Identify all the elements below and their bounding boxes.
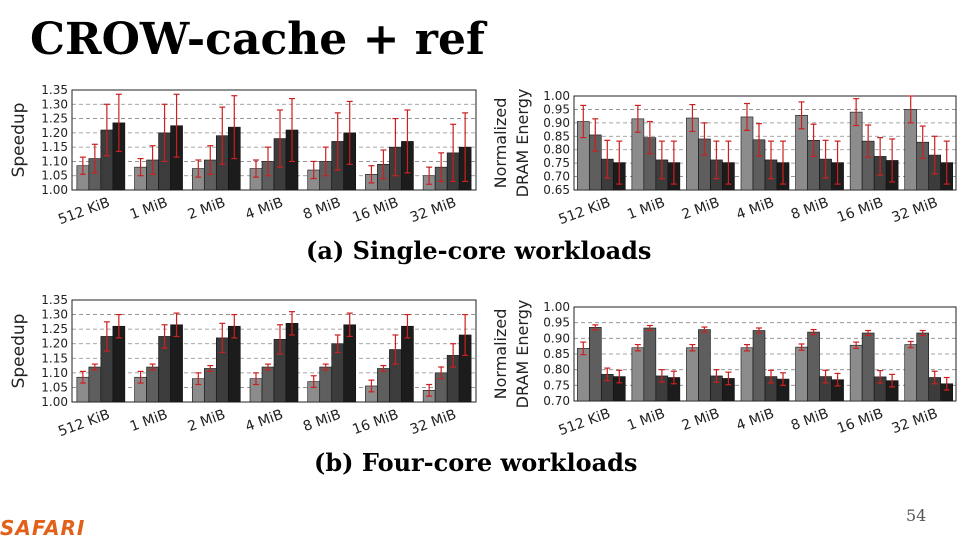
y-tick-label: 1.15 <box>41 351 68 365</box>
y-tick-label: 0.85 <box>543 347 570 361</box>
x-tick-label: 2 MiB <box>680 195 722 223</box>
y-tick-label: 0.80 <box>543 363 570 377</box>
x-tick-label: 2 MiB <box>186 195 228 223</box>
bar <box>203 368 217 403</box>
bar <box>643 327 657 402</box>
x-tick-label: 512 KiB <box>56 195 112 228</box>
y-tick-label: 0.90 <box>543 116 570 130</box>
x-tick-label: 1 MiB <box>625 406 667 434</box>
y-tick-label: 0.75 <box>543 156 570 170</box>
x-tick-label: 4 MiB <box>734 195 776 223</box>
x-tick-label: 8 MiB <box>301 195 343 223</box>
y-tick-label: 1.30 <box>41 97 68 111</box>
x-tick-label: 16 MiB <box>350 195 400 226</box>
y-tick-label: 1.10 <box>41 366 68 380</box>
x-tick-label: 32 MiB <box>890 195 940 226</box>
bar <box>88 366 102 403</box>
y-axis-label: Normalized <box>491 98 510 189</box>
y-tick-label: 0.70 <box>543 170 570 184</box>
y-tick-label: 1.05 <box>41 380 68 394</box>
y-tick-label: 1.25 <box>41 322 68 336</box>
y-tick-label: 1.00 <box>543 300 570 314</box>
y-tick-label: 1.25 <box>41 112 68 126</box>
safari-logo: SAFARI <box>0 516 86 540</box>
x-tick-label: 1 MiB <box>128 195 170 223</box>
bar <box>261 366 275 403</box>
four-core-energy-chart: 0.70 0.750.80 0.85 0.900.95 1.00 512 KiB 1 MiB… <box>491 300 957 439</box>
x-tick-label: 512 KiB <box>56 407 112 440</box>
x-tick-label: 16 MiB <box>835 406 885 437</box>
y-tick-label: 1.05 <box>41 169 68 183</box>
bar <box>740 347 754 402</box>
x-tick-label: 8 MiB <box>789 406 831 434</box>
y-axis-label: DRAM Energy <box>513 300 532 409</box>
bar <box>904 344 918 402</box>
y-axis-label: DRAM Energy <box>513 89 532 198</box>
y-tick-label: 1.20 <box>41 337 68 351</box>
y-axis-label: Normalized <box>491 309 510 400</box>
y-tick-label: 0.95 <box>543 102 570 116</box>
y-tick-label: 1.15 <box>41 140 68 154</box>
y-tick-label: 1.20 <box>41 126 68 140</box>
bar <box>916 332 930 402</box>
bar <box>576 348 590 402</box>
x-tick-label: 4 MiB <box>734 406 776 434</box>
x-tick-label: 8 MiB <box>301 407 343 435</box>
single-core-speedup-chart: 1.001.051.101.151.201.251.301.35 512 KiB 1… <box>9 83 477 228</box>
y-tick-label: 0.80 <box>543 143 570 157</box>
x-tick-label: 32 MiB <box>408 195 458 226</box>
caption-four-core: (b) Four-core workloads <box>314 448 638 477</box>
bar <box>686 347 699 402</box>
x-tick-label: 1 MiB <box>128 407 170 435</box>
x-tick-label: 4 MiB <box>243 195 285 223</box>
y-tick-label: 0.65 <box>543 183 570 197</box>
bar <box>698 329 711 402</box>
y-axis-label: Speedup <box>9 314 29 389</box>
y-tick-label: 0.75 <box>543 378 570 392</box>
y-tick-label: 0.85 <box>543 129 570 143</box>
y-tick-label: 1.35 <box>41 293 68 307</box>
bar <box>752 330 766 402</box>
x-tick-label: 16 MiB <box>350 407 400 438</box>
y-tick-label: 1.00 <box>543 89 570 103</box>
bar <box>588 327 602 402</box>
y-tick-label: 1.00 <box>41 183 68 197</box>
x-tick-label: 1 MiB <box>625 195 667 223</box>
bar <box>807 331 820 402</box>
bar <box>319 366 333 403</box>
y-tick-label: 1.00 <box>41 395 68 409</box>
x-tick-label: 32 MiB <box>408 407 458 438</box>
single-core-energy-chart: 0.650.700.750.800.850.900.951.00 512 KiB 1… <box>491 89 957 228</box>
slide-title: CROW-cache + ref <box>30 14 485 65</box>
page-number: 54 <box>906 506 927 525</box>
four-core-speedup-chart: 1.001.051.101.151.201.251.301.35 512 KiB 1… <box>9 293 477 440</box>
x-tick-label: 8 MiB <box>789 195 831 223</box>
bar <box>377 368 390 403</box>
bar <box>861 332 875 402</box>
x-tick-label: 512 KiB <box>557 406 613 439</box>
x-tick-label: 2 MiB <box>186 407 228 435</box>
caption-single-core: (a) Single-core workloads <box>306 236 652 265</box>
x-tick-label: 16 MiB <box>835 195 885 226</box>
bar <box>146 366 159 403</box>
bar <box>795 346 808 402</box>
y-tick-label: 1.10 <box>41 154 68 168</box>
x-tick-label: 2 MiB <box>680 406 722 434</box>
x-tick-label: 32 MiB <box>890 406 940 437</box>
y-tick-label: 1.30 <box>41 308 68 322</box>
y-tick-label: 0.90 <box>543 331 570 345</box>
y-axis-label: Speedup <box>9 103 29 178</box>
y-tick-label: 0.70 <box>543 394 570 408</box>
y-tick-label: 1.35 <box>41 83 68 97</box>
x-tick-label: 4 MiB <box>243 407 285 435</box>
bar <box>631 347 645 402</box>
bar <box>849 344 863 402</box>
x-tick-label: 512 KiB <box>557 195 613 228</box>
y-tick-label: 0.95 <box>543 316 570 330</box>
